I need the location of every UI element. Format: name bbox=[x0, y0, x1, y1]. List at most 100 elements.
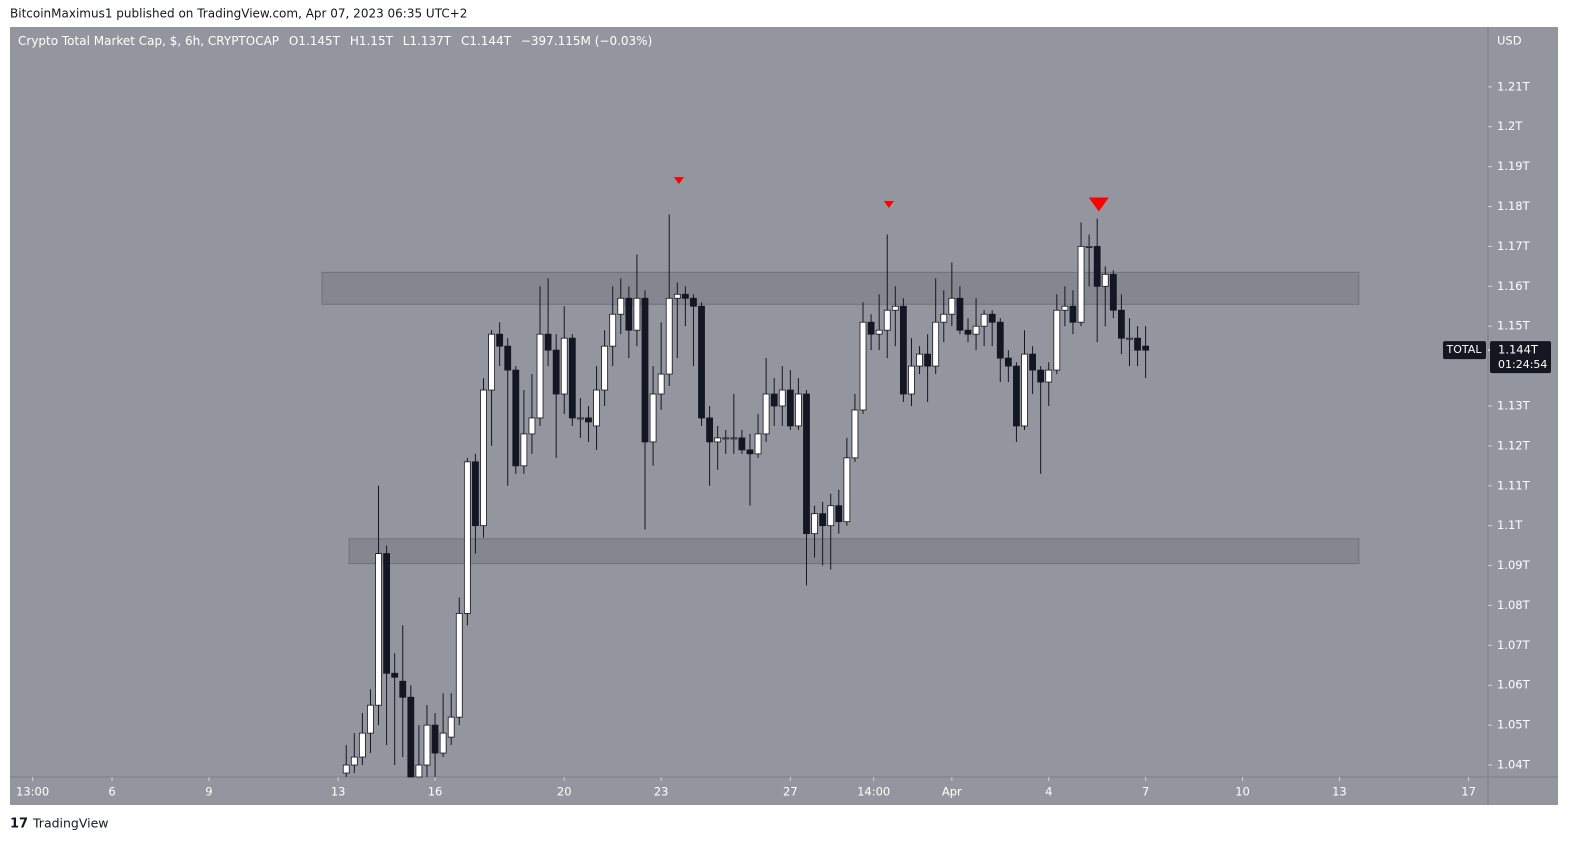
candle-body bbox=[940, 313, 948, 323]
x-tick-label: 7 bbox=[1142, 785, 1149, 799]
candle-body bbox=[560, 337, 568, 395]
x-tick-label: 23 bbox=[654, 785, 669, 799]
candle-body bbox=[770, 393, 778, 407]
y-tick-label: 1.17T bbox=[1497, 239, 1531, 253]
candle-body bbox=[544, 333, 552, 351]
legend-value: 1.137T bbox=[409, 34, 451, 48]
candle-body bbox=[641, 297, 649, 443]
candle-body bbox=[1053, 309, 1061, 371]
x-tick-label: 10 bbox=[1235, 785, 1250, 799]
candle-body bbox=[948, 297, 956, 315]
symbol-tag-bg bbox=[1443, 341, 1486, 360]
candle-body bbox=[1118, 309, 1125, 339]
candle-body bbox=[625, 297, 633, 331]
candle-body bbox=[423, 724, 431, 766]
candle-body bbox=[673, 293, 681, 299]
candle-body bbox=[875, 329, 883, 335]
candle-body bbox=[407, 696, 415, 778]
candle-body bbox=[924, 353, 932, 367]
candle-body bbox=[1061, 305, 1069, 311]
candle-body bbox=[447, 716, 455, 738]
candle-body bbox=[835, 505, 843, 523]
x-tick-label: 16 bbox=[428, 785, 443, 799]
candle-body bbox=[843, 457, 851, 523]
candle-body bbox=[504, 345, 512, 371]
candle-body bbox=[528, 417, 536, 435]
candle-body bbox=[786, 389, 794, 427]
candle-body bbox=[988, 313, 996, 323]
candle-body bbox=[916, 353, 923, 367]
legend: Crypto Total Market Cap, $, 6h, CRYPTOCA… bbox=[18, 34, 652, 48]
candle-body bbox=[496, 333, 504, 347]
candle-body bbox=[827, 505, 835, 527]
y-tick-label: 1.15T bbox=[1497, 319, 1531, 333]
candle-body bbox=[593, 389, 600, 427]
candle-body bbox=[811, 513, 818, 535]
candle-body bbox=[1077, 246, 1085, 323]
y-tick-label: 1.06T bbox=[1497, 678, 1531, 692]
x-tick-label: 13 bbox=[331, 785, 346, 799]
candle-body bbox=[617, 297, 625, 315]
y-tick-label: 1.2T bbox=[1497, 119, 1523, 133]
candle-body bbox=[932, 321, 940, 367]
candle-body bbox=[375, 553, 382, 706]
y-tick-label: 1.13T bbox=[1497, 398, 1531, 412]
candle-body bbox=[1013, 365, 1020, 427]
x-tick-label: 27 bbox=[783, 785, 798, 799]
candle-body bbox=[536, 333, 544, 419]
candle-body bbox=[1109, 273, 1117, 311]
y-tick-label: 1.12T bbox=[1497, 438, 1531, 452]
candle-body bbox=[633, 297, 641, 331]
candle-body bbox=[1142, 345, 1150, 351]
candle-body bbox=[455, 613, 463, 718]
candle-body bbox=[1029, 353, 1036, 371]
candle-body bbox=[746, 449, 754, 455]
y-tick-label: 1.11T bbox=[1497, 478, 1531, 492]
candle-body bbox=[883, 309, 891, 331]
candle-body bbox=[391, 672, 399, 678]
x-tick-label: 13 bbox=[1332, 785, 1347, 799]
candle-body bbox=[649, 393, 657, 443]
candle-body bbox=[706, 417, 713, 443]
y-tick-label: 1.09T bbox=[1497, 558, 1531, 572]
candle-body bbox=[342, 764, 350, 774]
candle-body bbox=[480, 389, 487, 527]
candle-body bbox=[415, 764, 423, 778]
candle-body bbox=[738, 437, 746, 451]
x-tick-label: 9 bbox=[205, 785, 212, 799]
candle-body bbox=[439, 732, 447, 754]
candle-body bbox=[383, 553, 391, 674]
candle-body bbox=[520, 433, 528, 467]
candle-body bbox=[778, 389, 786, 407]
candle-body bbox=[431, 724, 439, 754]
candle-body bbox=[1085, 246, 1093, 248]
y-tick-label: 1.08T bbox=[1497, 598, 1531, 612]
x-tick-label: 14:00 bbox=[857, 785, 890, 799]
legend-change: −397.115M (−0.03%) bbox=[521, 34, 652, 48]
legend-value: 1.15T bbox=[359, 34, 394, 48]
legend-key: H bbox=[350, 34, 359, 48]
y-tick-label: 1.1T bbox=[1497, 518, 1523, 532]
symbol-tag: TOTAL bbox=[1446, 343, 1483, 356]
candle-body bbox=[399, 680, 407, 698]
candle-body bbox=[754, 433, 762, 455]
y-tick-label: 1.18T bbox=[1497, 199, 1531, 213]
x-tick-label: 4 bbox=[1045, 785, 1052, 799]
y-tick-label: 1.19T bbox=[1497, 159, 1531, 173]
legend-value: 1.145T bbox=[298, 34, 340, 48]
candle-body bbox=[1021, 353, 1028, 427]
candle-body bbox=[552, 349, 560, 395]
publisher-line: BitcoinMaximus1 published on TradingView… bbox=[10, 7, 467, 21]
candle-body bbox=[972, 325, 980, 335]
candle-body bbox=[1045, 369, 1053, 383]
candle-body bbox=[980, 313, 988, 327]
candle-body bbox=[463, 461, 471, 614]
candle-body bbox=[722, 437, 730, 440]
candle-body bbox=[472, 461, 479, 527]
logo-mark: 𝟭𝟳 bbox=[10, 817, 28, 832]
candle-body bbox=[956, 297, 964, 331]
legend-key: L bbox=[403, 34, 410, 48]
x-tick-label: Apr bbox=[942, 785, 962, 799]
candle-body bbox=[1093, 246, 1101, 287]
